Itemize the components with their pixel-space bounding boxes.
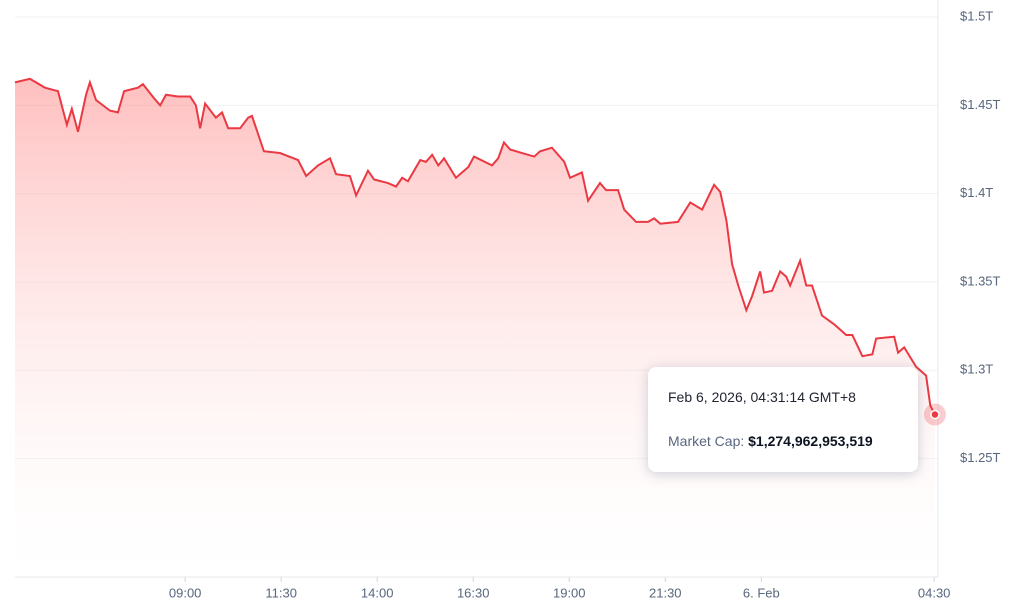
y-tick-label: $1.45T	[960, 97, 1001, 112]
x-tick-label: 16:30	[457, 585, 490, 600]
line	[14, 77, 936, 416]
x-tick-label: 09:00	[169, 585, 202, 600]
tooltip-value: $1,274,962,953,519	[748, 433, 873, 449]
y-tick-label: $1.3T	[960, 362, 993, 377]
tooltip-label: Market Cap:	[668, 433, 745, 449]
x-tick-label: 21:30	[649, 585, 682, 600]
x-tick-label: 04:30	[918, 585, 951, 600]
area	[15, 78, 935, 577]
y-tick-label: $1.25T	[960, 450, 1001, 465]
x-tick-label: 14:00	[361, 585, 394, 600]
x-tick-label: 19:00	[553, 585, 586, 600]
x-tick-label: 11:30	[265, 585, 297, 600]
x-tick-label: 6. Feb	[743, 585, 780, 600]
tooltip-title: Feb 6, 2026, 04:31:14 GMT+8	[668, 389, 856, 405]
y-tick-label: $1.5T	[960, 8, 993, 23]
hover-point	[930, 409, 940, 420]
y-tick-label: $1.35T	[960, 273, 1001, 288]
tooltip: Feb 6, 2026, 04:31:14 GMT+8 Market Cap: …	[648, 367, 918, 472]
tooltip-row: Market Cap: $1,274,962,953,519	[668, 433, 898, 449]
y-tick-label: $1.4T	[960, 185, 993, 200]
